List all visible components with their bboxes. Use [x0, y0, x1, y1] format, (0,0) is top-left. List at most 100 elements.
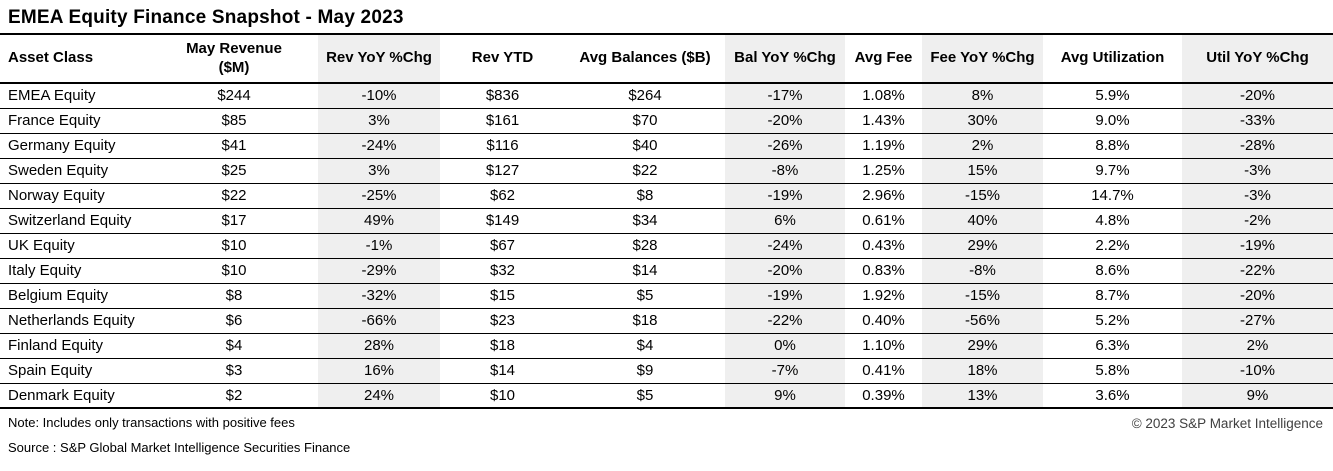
col-header-asset-class: Asset Class — [0, 35, 150, 84]
value-cell: 1.19% — [845, 133, 922, 159]
col-header-may-revenue: May Revenue ($M) — [150, 35, 318, 84]
table-row: Germany Equity $41 -24% $116 $40 -26% 1.19% 2% 8… — [0, 133, 1333, 159]
footer: Note: Includes only transactions with po… — [0, 409, 1333, 466]
table-row: France Equity $85 3% $161 $70 -20% 1.43% 30% 9.0… — [0, 108, 1333, 134]
value-cell: 5.8% — [1043, 358, 1182, 384]
value-cell: $10 — [440, 383, 565, 409]
value-cell: -24% — [725, 233, 845, 259]
value-cell: 0.43% — [845, 233, 922, 259]
value-cell: 18% — [922, 358, 1043, 384]
asset-class-cell: Spain Equity — [0, 358, 150, 384]
value-cell: 15% — [922, 158, 1043, 184]
value-cell: -25% — [318, 183, 440, 209]
value-cell: $62 — [440, 183, 565, 209]
asset-class-cell: Finland Equity — [0, 333, 150, 359]
asset-class-cell: Switzerland Equity — [0, 208, 150, 234]
value-cell: 0.40% — [845, 308, 922, 334]
value-cell: 5.9% — [1043, 83, 1182, 109]
copyright-text: © 2023 S&P Market Intelligence — [1131, 416, 1323, 431]
value-cell: -29% — [318, 258, 440, 284]
value-cell: -66% — [318, 308, 440, 334]
value-cell: 5.2% — [1043, 308, 1182, 334]
value-cell: $34 — [565, 208, 725, 234]
value-cell: $8 — [565, 183, 725, 209]
value-cell: -15% — [922, 283, 1043, 309]
value-cell: $149 — [440, 208, 565, 234]
value-cell: 3% — [318, 108, 440, 134]
value-cell: 6.3% — [1043, 333, 1182, 359]
value-cell: 1.10% — [845, 333, 922, 359]
col-header-avg-fee: Avg Fee — [845, 35, 922, 84]
value-cell: 2% — [1182, 333, 1333, 359]
value-cell: 6% — [725, 208, 845, 234]
value-cell: -33% — [1182, 108, 1333, 134]
value-cell: -8% — [725, 158, 845, 184]
asset-class-cell: Sweden Equity — [0, 158, 150, 184]
asset-class-cell: Germany Equity — [0, 133, 150, 159]
value-cell: 28% — [318, 333, 440, 359]
value-cell: $25 — [150, 158, 318, 184]
table-row: Spain Equity $3 16% $14 $9 -7% 0.41% 18% 5.8% -10… — [0, 358, 1333, 384]
value-cell: 9% — [725, 383, 845, 409]
value-cell: 0.83% — [845, 258, 922, 284]
value-cell: -27% — [1182, 308, 1333, 334]
value-cell: $161 — [440, 108, 565, 134]
value-cell: $22 — [150, 183, 318, 209]
asset-class-cell: Norway Equity — [0, 183, 150, 209]
table-row: Norway Equity $22 -25% $62 $8 -19% 2.96% -15% 14… — [0, 183, 1333, 209]
value-cell: $264 — [565, 83, 725, 109]
value-cell: -22% — [725, 308, 845, 334]
value-cell: $85 — [150, 108, 318, 134]
equity-finance-table: Asset Class May Revenue ($M) Rev YoY %Ch… — [0, 35, 1333, 409]
value-cell: 29% — [922, 333, 1043, 359]
value-cell: $8 — [150, 283, 318, 309]
value-cell: $6 — [150, 308, 318, 334]
asset-class-cell: Belgium Equity — [0, 283, 150, 309]
value-cell: $9 — [565, 358, 725, 384]
value-cell: 49% — [318, 208, 440, 234]
table-row: Italy Equity $10 -29% $32 $14 -20% 0.83% -8% 8.6… — [0, 258, 1333, 284]
value-cell: 14.7% — [1043, 183, 1182, 209]
value-cell: -22% — [1182, 258, 1333, 284]
value-cell: $32 — [440, 258, 565, 284]
value-cell: $17 — [150, 208, 318, 234]
asset-class-cell: Netherlands Equity — [0, 308, 150, 334]
value-cell: -8% — [922, 258, 1043, 284]
value-cell: $5 — [565, 383, 725, 409]
col-header-avg-utilization: Avg Utilization — [1043, 35, 1182, 84]
asset-class-cell: Denmark Equity — [0, 383, 150, 409]
value-cell: $70 — [565, 108, 725, 134]
value-cell: 9.0% — [1043, 108, 1182, 134]
value-cell: -17% — [725, 83, 845, 109]
value-cell: $3 — [150, 358, 318, 384]
value-cell: -28% — [1182, 133, 1333, 159]
value-cell: -32% — [318, 283, 440, 309]
value-cell: -10% — [1182, 358, 1333, 384]
value-cell: 40% — [922, 208, 1043, 234]
value-cell: -3% — [1182, 183, 1333, 209]
value-cell: $40 — [565, 133, 725, 159]
value-cell: 24% — [318, 383, 440, 409]
value-cell: 16% — [318, 358, 440, 384]
value-cell: -56% — [922, 308, 1043, 334]
asset-class-cell: Italy Equity — [0, 258, 150, 284]
value-cell: $836 — [440, 83, 565, 109]
value-cell: 9.7% — [1043, 158, 1182, 184]
table-body: EMEA Equity $244 -10% $836 $264 -17% 1.08% 8% 5.… — [0, 83, 1333, 409]
asset-class-cell: France Equity — [0, 108, 150, 134]
value-cell: $4 — [565, 333, 725, 359]
col-header-fee-yoy-chg: Fee YoY %Chg — [922, 35, 1043, 84]
value-cell: 8.8% — [1043, 133, 1182, 159]
value-cell: -7% — [725, 358, 845, 384]
value-cell: 4.8% — [1043, 208, 1182, 234]
table-row: Switzerland Equity $17 49% $149 $34 6% 0.61% 40… — [0, 208, 1333, 234]
value-cell: 30% — [922, 108, 1043, 134]
value-cell: 2.2% — [1043, 233, 1182, 259]
value-cell: $244 — [150, 83, 318, 109]
table-row: Denmark Equity $2 24% $10 $5 9% 0.39% 13% 3.6% 9% — [0, 383, 1333, 409]
source-text: Source : S&P Global Market Intelligence … — [8, 440, 351, 455]
value-cell: -2% — [1182, 208, 1333, 234]
asset-class-cell: UK Equity — [0, 233, 150, 259]
col-header-avg-balances: Avg Balances ($B) — [565, 35, 725, 84]
